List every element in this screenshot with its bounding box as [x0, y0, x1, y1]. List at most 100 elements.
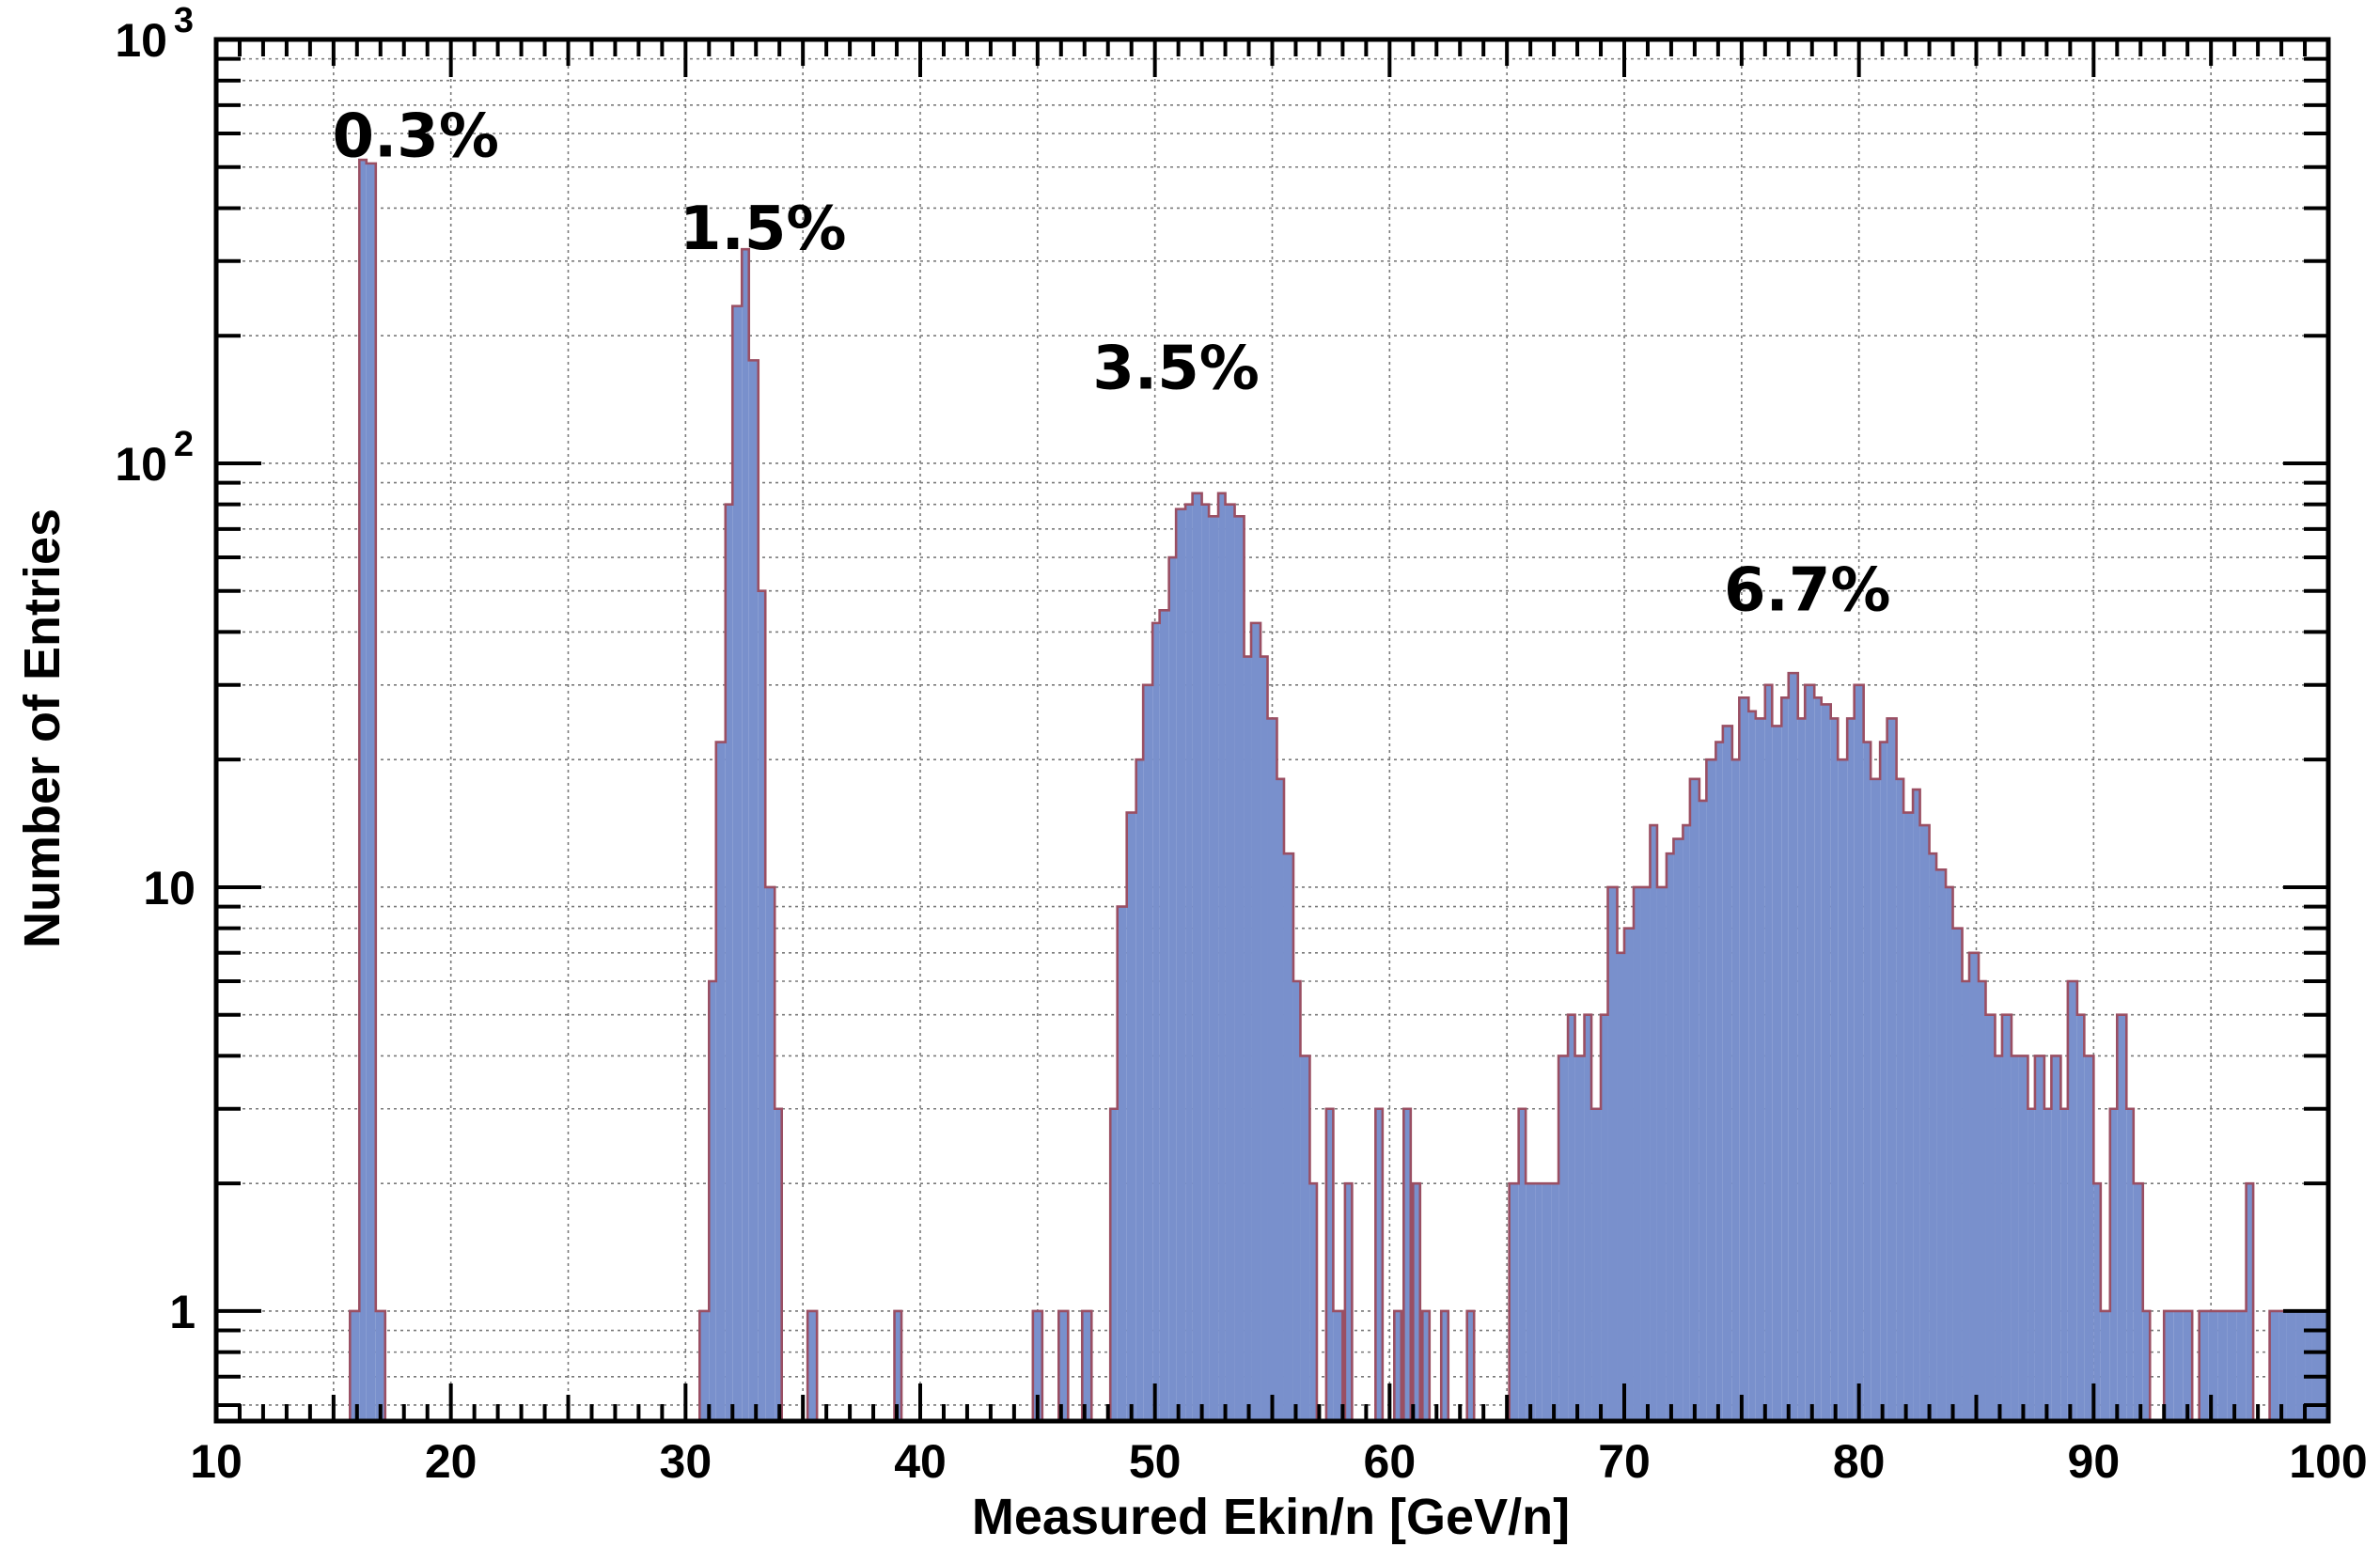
x-tick-label: 20 [425, 1435, 478, 1488]
histogram-bar [1082, 1310, 1092, 1421]
histogram-outline-path [349, 158, 2330, 1421]
histogram-bar [2084, 1055, 2094, 1421]
resolution-label: 3.5% [1092, 335, 1260, 404]
histogram-bar [748, 360, 759, 1422]
histogram-bar [1152, 622, 1160, 1421]
histogram-bar [2269, 1310, 2279, 1421]
histogram-bar [807, 1310, 818, 1421]
histogram-bar [1135, 759, 1144, 1421]
histogram-bar [2133, 1183, 2143, 1421]
x-tick-label: 60 [1364, 1435, 1417, 1488]
histogram-bar [1871, 778, 1881, 1421]
histogram-bar [1325, 1108, 1334, 1421]
resolution-label: 0.3% [332, 102, 499, 171]
x-axis-title: Measured Ekin/n [GeV/n] [972, 1489, 1570, 1545]
y-tick-exponent: 2 [174, 425, 194, 464]
histogram-bar [1535, 1183, 1542, 1421]
x-tick-label: 90 [2068, 1435, 2121, 1488]
histogram-bar [1764, 684, 1773, 1421]
histogram-bar [1558, 1055, 1569, 1421]
histogram-bar [2164, 1310, 2174, 1421]
histogram-bar [1110, 1108, 1118, 1421]
histogram-bar [2295, 1310, 2306, 1421]
histogram-bar [2117, 1014, 2127, 1421]
histogram-bar [2199, 1310, 2209, 1421]
histogram-bar [894, 1310, 902, 1421]
resolution-annotations: 0.3% 1.5% 3.5% 6.7% [332, 102, 1890, 625]
histogram-bar [1032, 1310, 1042, 1421]
histogram-bar [1722, 726, 1732, 1421]
histogram-bar [1739, 697, 1749, 1421]
histogram-bar [1225, 504, 1235, 1421]
histogram-bar [2142, 1310, 2151, 1421]
histogram-bar [1283, 853, 1293, 1421]
y-tick-exponent: 3 [174, 1, 194, 40]
histogram-bar [732, 305, 743, 1422]
histogram-bar [1633, 886, 1641, 1421]
histogram-bar [1830, 718, 1839, 1421]
histogram-bar [1969, 952, 1979, 1421]
histogram-bar [1574, 1055, 1585, 1421]
histogram-bar [1267, 718, 1277, 1421]
histogram-bar [1903, 812, 1914, 1421]
histogram-bar [1403, 1108, 1411, 1421]
histogram-bar [2100, 1310, 2110, 1421]
histogram-bar [2236, 1310, 2247, 1421]
histogram-bar [2173, 1310, 2184, 1421]
histogram-bar [1666, 853, 1674, 1421]
axis-ticks [214, 38, 2330, 1421]
histogram-bar [1781, 697, 1789, 1421]
histogram-bar [2076, 1014, 2085, 1421]
y-axis-title: Number of Entries [14, 508, 70, 948]
histogram-bar [1715, 742, 1723, 1421]
histogram-bar [1919, 825, 1930, 1421]
histogram-bar [1518, 1108, 1527, 1421]
histogram-bar [1168, 557, 1177, 1421]
histogram-bar [1542, 1183, 1552, 1421]
histogram-bar [1896, 778, 1904, 1421]
histogram-bar [1617, 952, 1624, 1421]
x-tick-labels: 10 20 30 40 50 60 70 80 90 100 [190, 1435, 2368, 1488]
x-tick-label: 10 [190, 1435, 243, 1488]
histogram-bar [1880, 742, 1887, 1421]
histogram-bar [1591, 1108, 1602, 1421]
histogram-bar [1946, 886, 1953, 1421]
histogram-bar [1624, 928, 1634, 1421]
histogram-bar [1936, 869, 1947, 1421]
histogram-bar [2246, 1183, 2254, 1421]
histogram-bar [1838, 759, 1848, 1421]
histogram-bar [2001, 1014, 2012, 1421]
histogram-bar [1656, 886, 1667, 1421]
histogram-bar [2183, 1310, 2193, 1421]
resolution-label: 1.5% [680, 195, 847, 264]
histogram-bar [725, 504, 733, 1421]
x-tick-label: 40 [894, 1435, 947, 1488]
histogram-bar [1300, 1055, 1310, 1421]
histogram-bar [2093, 1183, 2101, 1421]
histogram-bar [1706, 759, 1716, 1421]
histogram-bar [1887, 718, 1897, 1421]
histogram-bar [709, 980, 716, 1421]
x-tick-label: 80 [1833, 1435, 1886, 1488]
histogram-bar [1509, 1183, 1519, 1421]
histogram-bar [1143, 684, 1153, 1421]
histogram-bar [1394, 1310, 1401, 1421]
histogram-bar [1689, 778, 1699, 1421]
histogram-bar [699, 1310, 710, 1421]
histogram-bar [1863, 742, 1871, 1421]
histogram-bar [715, 742, 726, 1421]
histogram-bar [1413, 1183, 1420, 1421]
histogram-bar [1673, 838, 1683, 1421]
histogram-bar [1201, 504, 1210, 1421]
y-tick-label: 10 [115, 438, 167, 491]
histogram-bar [1797, 718, 1806, 1421]
histogram-bar [1466, 1310, 1475, 1421]
histogram-bar [1683, 825, 1690, 1421]
histogram-bar [1847, 718, 1855, 1421]
histogram-bar [1755, 718, 1765, 1421]
histogram-bar [1772, 726, 1782, 1421]
histogram-bar [2034, 1055, 2044, 1421]
histogram-bar [1209, 516, 1219, 1421]
histogram-bar [1159, 610, 1169, 1421]
histogram-bar [1375, 1108, 1383, 1421]
